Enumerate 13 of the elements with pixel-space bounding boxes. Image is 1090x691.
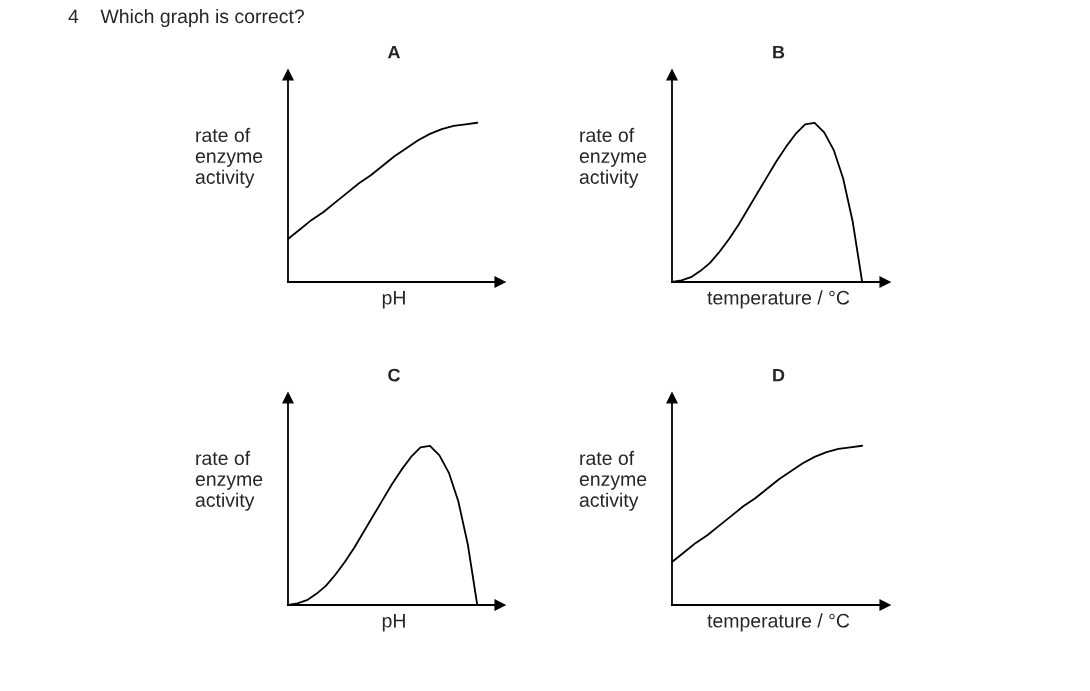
y-axis-title: rate of enzyme activity	[195, 450, 263, 511]
chart-title: A	[387, 45, 401, 59]
x-axis-title: pH	[382, 614, 405, 632]
y-axis-title: rate of enzyme activity	[195, 127, 263, 188]
x-axis-title: temperature / °C	[707, 613, 850, 632]
x-axis-title: pH	[382, 291, 405, 309]
y-axis-title: rate of enzyme activity	[579, 127, 647, 188]
chart-title: D	[773, 368, 785, 382]
chart-title: B	[773, 45, 785, 59]
y-axis-title: rate of enzyme activity	[579, 450, 647, 511]
text: 4 Which graph is correct?	[68, 8, 304, 28]
chart-title: C	[388, 368, 401, 382]
x-axis-title: temperature / °C	[707, 290, 850, 309]
